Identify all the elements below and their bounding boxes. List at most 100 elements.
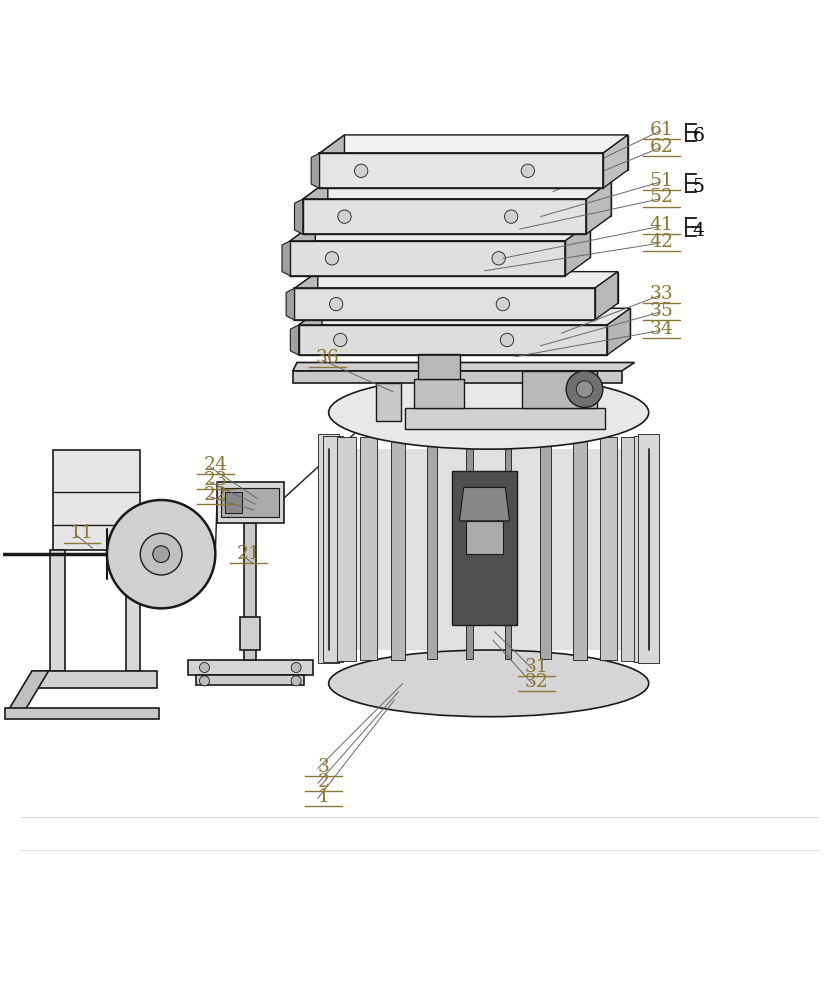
- Polygon shape: [126, 550, 140, 671]
- Polygon shape: [226, 492, 242, 513]
- Text: 1: 1: [318, 788, 330, 806]
- Polygon shape: [290, 222, 591, 241]
- Polygon shape: [290, 222, 315, 276]
- Polygon shape: [318, 272, 618, 303]
- Polygon shape: [299, 308, 322, 355]
- Polygon shape: [633, 436, 654, 662]
- Text: 11: 11: [70, 524, 94, 542]
- Polygon shape: [466, 439, 473, 659]
- Polygon shape: [294, 272, 618, 288]
- Polygon shape: [328, 181, 611, 216]
- Circle shape: [504, 210, 518, 223]
- Polygon shape: [290, 325, 299, 355]
- Polygon shape: [391, 438, 404, 660]
- Circle shape: [338, 210, 352, 223]
- Text: 24: 24: [203, 456, 227, 474]
- Circle shape: [500, 333, 513, 347]
- Text: 32: 32: [524, 673, 548, 691]
- Text: 41: 41: [649, 216, 673, 234]
- Polygon shape: [603, 135, 628, 188]
- Text: 36: 36: [316, 349, 340, 367]
- Polygon shape: [504, 439, 512, 659]
- Polygon shape: [418, 354, 460, 379]
- Text: 6: 6: [693, 127, 705, 145]
- Circle shape: [355, 164, 367, 177]
- Polygon shape: [323, 436, 343, 662]
- Polygon shape: [540, 439, 550, 659]
- Polygon shape: [522, 371, 597, 408]
- Polygon shape: [188, 660, 313, 675]
- Polygon shape: [303, 181, 611, 199]
- Polygon shape: [32, 671, 157, 688]
- Circle shape: [107, 500, 216, 608]
- Polygon shape: [294, 288, 595, 320]
- Polygon shape: [320, 135, 628, 153]
- Text: 3: 3: [318, 758, 330, 776]
- Ellipse shape: [329, 650, 649, 717]
- Text: 5: 5: [693, 178, 705, 196]
- Polygon shape: [303, 199, 586, 234]
- Circle shape: [576, 381, 593, 397]
- Text: 42: 42: [649, 233, 673, 251]
- Polygon shape: [5, 708, 159, 719]
- Polygon shape: [405, 408, 606, 429]
- Text: 22: 22: [203, 486, 227, 504]
- Circle shape: [566, 371, 603, 407]
- Polygon shape: [290, 241, 565, 276]
- Polygon shape: [345, 135, 628, 170]
- Polygon shape: [572, 438, 586, 660]
- Polygon shape: [607, 308, 630, 355]
- Polygon shape: [294, 272, 318, 320]
- Circle shape: [140, 533, 182, 575]
- Polygon shape: [414, 379, 464, 408]
- Polygon shape: [320, 135, 345, 188]
- Polygon shape: [282, 241, 290, 276]
- Polygon shape: [299, 308, 630, 325]
- Circle shape: [291, 676, 301, 686]
- Polygon shape: [600, 437, 617, 660]
- Text: 21: 21: [237, 545, 261, 563]
- Polygon shape: [320, 153, 603, 188]
- Text: 4: 4: [693, 222, 705, 240]
- Circle shape: [496, 297, 509, 311]
- Polygon shape: [376, 383, 401, 421]
- Polygon shape: [7, 671, 49, 713]
- Text: 62: 62: [649, 138, 673, 156]
- Polygon shape: [293, 371, 622, 383]
- Polygon shape: [329, 449, 649, 650]
- Circle shape: [334, 333, 347, 347]
- Circle shape: [153, 546, 169, 563]
- Polygon shape: [466, 521, 503, 554]
- Text: 35: 35: [649, 302, 673, 320]
- Polygon shape: [315, 222, 591, 257]
- Polygon shape: [294, 199, 303, 234]
- Polygon shape: [244, 523, 256, 660]
- Circle shape: [326, 252, 339, 265]
- Ellipse shape: [329, 376, 649, 449]
- Polygon shape: [311, 153, 320, 188]
- Polygon shape: [53, 450, 140, 550]
- Polygon shape: [286, 288, 294, 320]
- Text: 34: 34: [649, 320, 673, 338]
- Polygon shape: [361, 437, 378, 660]
- Circle shape: [330, 297, 343, 311]
- Circle shape: [291, 663, 301, 673]
- Polygon shape: [318, 434, 339, 663]
- Polygon shape: [638, 434, 659, 663]
- Polygon shape: [322, 308, 630, 338]
- Circle shape: [521, 164, 534, 177]
- Polygon shape: [299, 325, 607, 355]
- Polygon shape: [621, 437, 640, 661]
- Text: 31: 31: [524, 658, 548, 676]
- Text: 33: 33: [649, 285, 673, 303]
- Text: 23: 23: [203, 471, 227, 489]
- Polygon shape: [565, 222, 591, 276]
- Polygon shape: [543, 383, 568, 421]
- Polygon shape: [50, 550, 65, 671]
- Circle shape: [200, 663, 210, 673]
- Polygon shape: [293, 362, 634, 371]
- Polygon shape: [221, 488, 279, 517]
- Polygon shape: [595, 272, 618, 320]
- Polygon shape: [426, 439, 437, 659]
- Circle shape: [492, 252, 505, 265]
